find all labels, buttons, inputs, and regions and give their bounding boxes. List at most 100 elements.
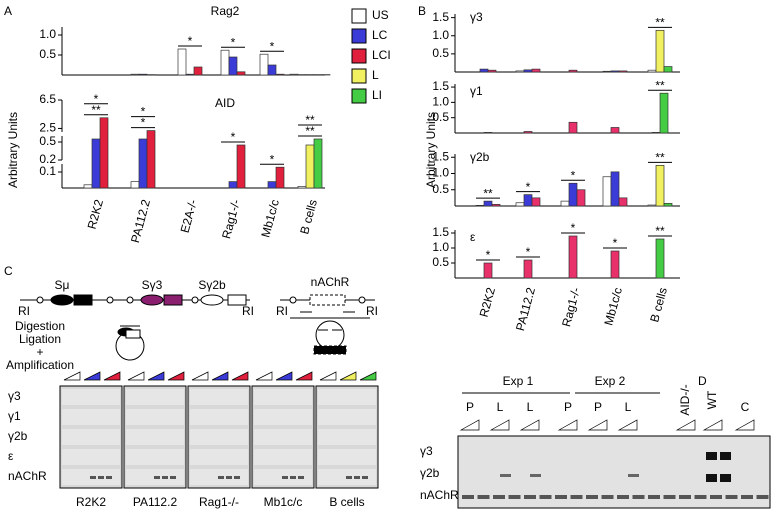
gel-lane — [62, 449, 120, 465]
x-tick-label: R2K2 — [477, 286, 498, 319]
gel-lane — [190, 449, 248, 465]
y-tick-label: 1.5 — [432, 149, 449, 163]
bar — [491, 204, 501, 207]
x-tick-label: PA112.2 — [128, 198, 153, 245]
lane-triangle — [489, 419, 510, 431]
bar — [602, 176, 612, 207]
bar — [618, 70, 628, 73]
bar — [297, 186, 307, 189]
site-label: RI — [242, 304, 254, 318]
gel-band — [706, 474, 717, 482]
lane-triangle — [734, 419, 755, 431]
legend-swatch — [351, 48, 367, 64]
y-tick-label: 0.5 — [432, 110, 449, 124]
region-label: Sμ — [55, 278, 70, 292]
significance-label: * — [613, 236, 618, 250]
bar — [146, 130, 156, 189]
subplot-title: AID — [215, 96, 235, 110]
bar — [138, 138, 148, 189]
gel-band — [234, 476, 240, 479]
gel-band — [539, 495, 552, 499]
gel-band — [290, 476, 296, 479]
legend-label: US — [372, 8, 389, 22]
bar — [479, 68, 489, 73]
bar — [305, 144, 315, 189]
gel-lane — [62, 429, 120, 445]
significance-label: * — [231, 130, 236, 144]
y-tick-label: 0.1 — [39, 164, 56, 178]
step-label: + — [36, 345, 43, 359]
bar — [275, 73, 285, 76]
significance-label: * — [141, 116, 146, 130]
bar — [655, 238, 665, 279]
significance-label: * — [141, 105, 146, 119]
bar — [610, 70, 620, 73]
x-tick-label: Rag1-/- — [219, 198, 243, 240]
y-tick-label: 1.0 — [432, 240, 449, 254]
significance-label: ** — [655, 224, 665, 238]
gel-row-label: γ3 — [8, 389, 21, 403]
gel-band — [462, 495, 474, 499]
bar — [220, 49, 230, 76]
lane-triangle — [587, 419, 608, 431]
gel-row-label: γ3 — [420, 444, 433, 458]
y-tick-label: 0.5 — [432, 255, 449, 269]
gel-band — [741, 495, 753, 499]
region-label: nAChR — [311, 275, 350, 289]
gel-band — [628, 474, 639, 477]
gel-lane — [190, 409, 248, 425]
bar — [515, 70, 525, 73]
gel-row-label: nAChR — [8, 469, 47, 483]
lane-triangle — [617, 419, 638, 431]
gel-band — [570, 495, 583, 499]
gel-group-label: Rag1-/- — [199, 495, 239, 509]
lane-triangle — [63, 371, 81, 381]
x-tick-label: B cells — [647, 286, 670, 324]
bar — [568, 182, 578, 207]
y-axis-label: Arbitrary Units — [424, 112, 438, 188]
bar — [259, 53, 269, 76]
lane-label: P — [564, 400, 572, 414]
bar — [568, 69, 578, 73]
lane-label: C — [741, 400, 750, 414]
legend-swatch — [351, 68, 367, 84]
gel-lane — [190, 389, 248, 405]
bar — [177, 48, 187, 76]
lane-triangle — [519, 419, 540, 431]
gel-band — [617, 495, 629, 499]
significance-label: * — [526, 245, 531, 259]
lane-triangle — [675, 419, 696, 431]
subplot-title: γ1 — [470, 84, 483, 98]
subplot-title: Rag2 — [211, 4, 240, 18]
gel-lane — [62, 409, 120, 425]
bar — [475, 205, 485, 207]
subplot-title: γ3 — [470, 10, 483, 24]
gel-band — [162, 476, 168, 479]
significance-label: * — [486, 248, 491, 262]
y-tick-label: 0.2 — [39, 152, 56, 166]
gel-band — [756, 495, 769, 499]
gel-band — [601, 495, 614, 499]
lane-triangle — [103, 371, 121, 381]
gel-row-label: γ2b — [8, 429, 28, 443]
significance-label: * — [231, 35, 236, 49]
gel-band — [530, 474, 541, 477]
lane-triangle — [339, 371, 357, 381]
bar — [647, 69, 657, 73]
legend-swatch — [351, 28, 367, 44]
site-label: RI — [18, 304, 30, 318]
lane-triangle — [255, 371, 273, 381]
region-label: Sγ2b — [198, 278, 226, 292]
gel-band — [720, 452, 731, 460]
gel-band — [706, 452, 717, 460]
x-tick-label: E2A-/- — [178, 198, 200, 234]
lane-triangle — [459, 419, 480, 431]
bar — [138, 73, 148, 76]
significance-label: * — [571, 221, 576, 235]
bar — [663, 203, 673, 207]
bar — [483, 262, 493, 279]
gel-group-label: R2K2 — [76, 495, 106, 509]
gel-band — [90, 476, 96, 479]
gel-lane — [126, 409, 184, 425]
